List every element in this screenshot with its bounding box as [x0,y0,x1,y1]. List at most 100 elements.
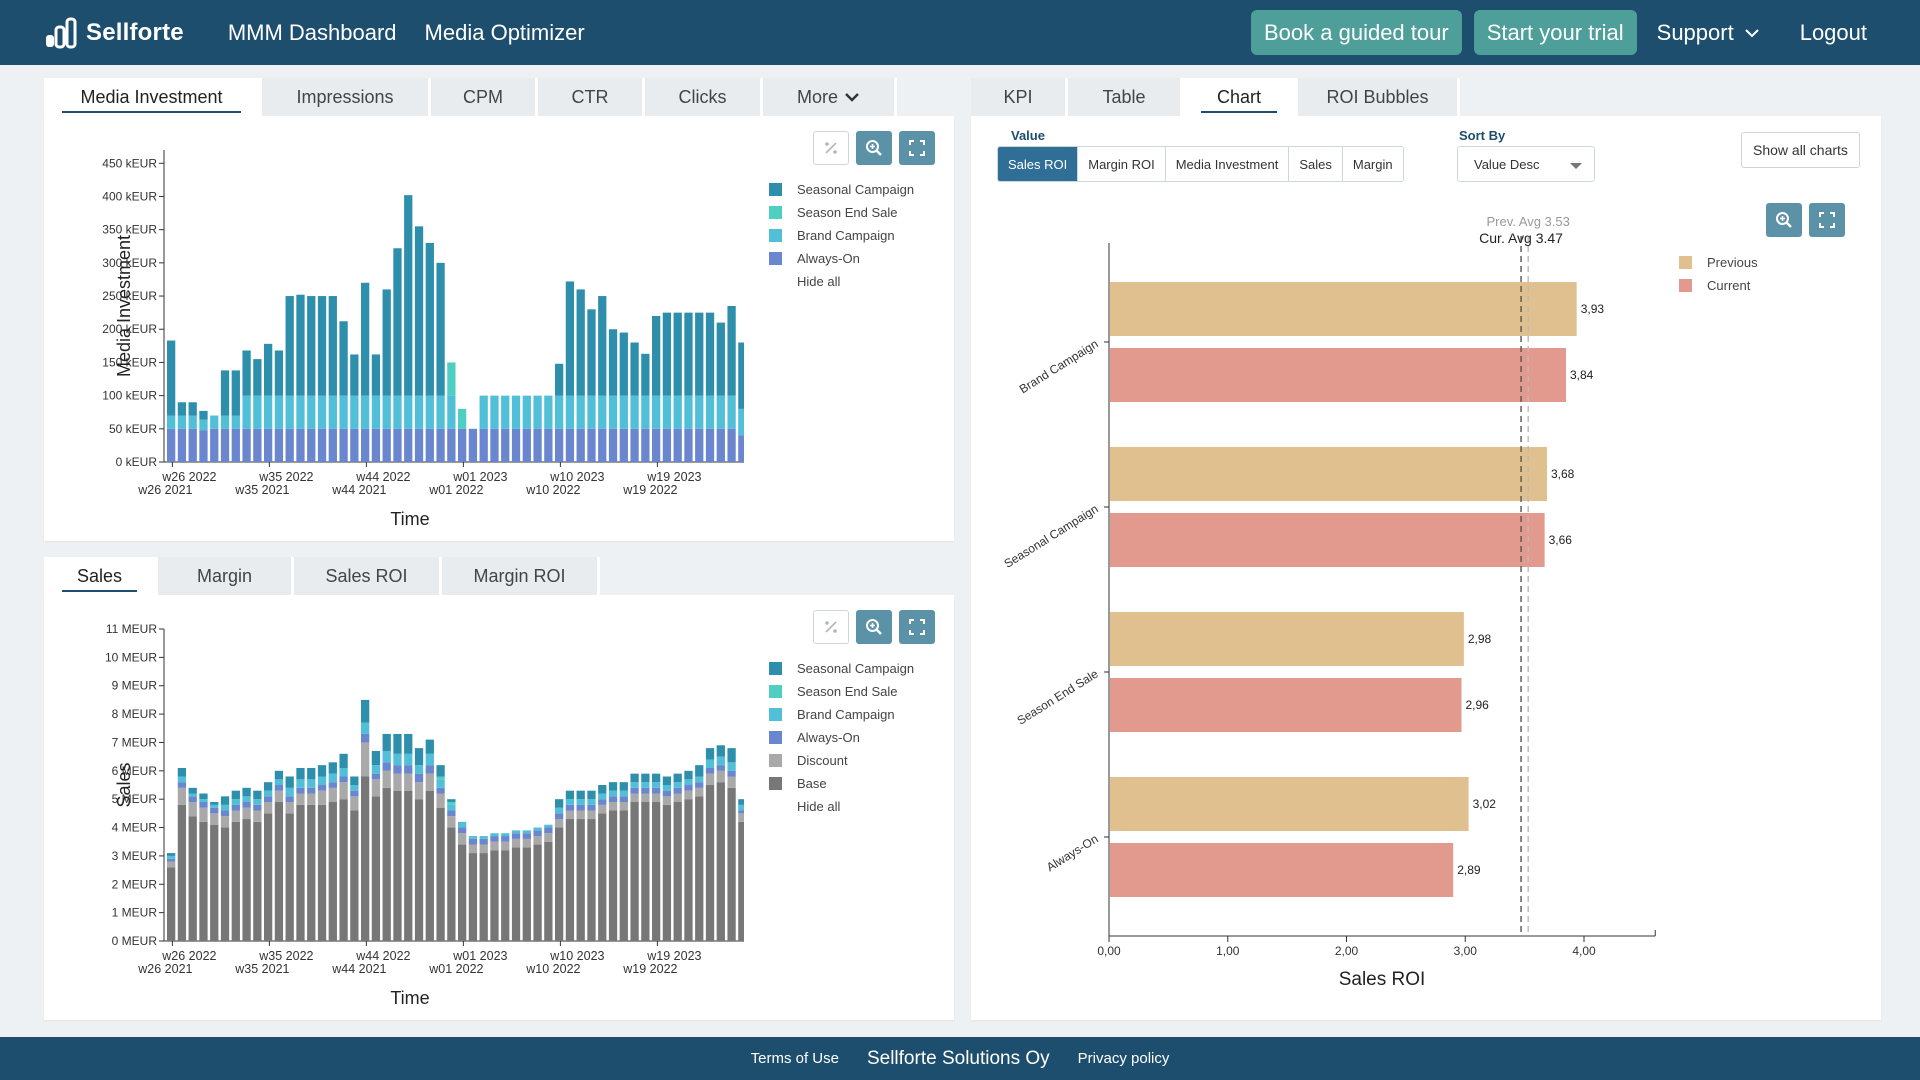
bar-segment[interactable] [371,773,381,780]
bar-segment[interactable] [317,428,327,462]
sellforte-logo[interactable]: Sellforte [44,17,184,49]
bar-segment[interactable] [317,804,327,941]
bar-segment[interactable] [619,802,628,811]
bar-segment[interactable] [673,802,682,941]
bar-segment[interactable] [490,428,499,462]
bar-segment[interactable] [522,428,531,462]
bar-segment[interactable] [436,807,445,941]
bar-segment[interactable] [695,765,704,777]
bar-segment[interactable] [199,419,208,431]
bar-segment[interactable] [425,242,434,396]
bar-segment[interactable] [468,853,478,941]
bar-segment[interactable] [177,767,187,777]
bar-segment[interactable] [274,428,284,462]
bar-segment[interactable] [253,804,262,811]
bar-segment[interactable] [544,428,553,462]
bar-segment[interactable] [317,776,327,785]
bar-segment[interactable] [479,836,488,839]
bar-segment[interactable] [361,733,370,743]
bar-segment[interactable] [738,813,744,822]
bar-segment[interactable] [576,819,585,941]
bar-segment[interactable] [619,332,628,396]
bar-segment[interactable] [210,807,219,814]
bar-segment[interactable] [738,435,744,462]
bar-segment[interactable] [210,813,219,825]
bar-segment[interactable] [684,312,693,396]
bar-segment[interactable] [695,312,704,396]
zoom-button[interactable] [856,131,892,165]
bar-segment[interactable] [328,428,337,462]
bar-segment[interactable] [565,810,575,820]
bar-segment[interactable] [264,802,273,814]
bar-segment[interactable] [242,802,251,808]
bar-segment[interactable] [220,827,230,941]
bar-segment[interactable] [555,827,564,941]
bar-segment[interactable] [371,428,381,462]
bar-segment[interactable] [307,779,316,788]
bar-segment[interactable] [576,799,585,805]
bar-segment[interactable] [662,796,672,805]
bar-segment[interactable] [253,799,262,805]
bar-segment[interactable] [285,395,294,429]
bar-segment[interactable] [565,281,575,396]
bar-segment[interactable] [716,782,725,941]
terms-of-use-link[interactable]: Terms of Use [750,1050,839,1067]
bar-segment[interactable] [188,793,197,797]
bar-segment[interactable] [242,395,251,429]
bar-segment[interactable] [490,833,499,837]
bar-segment[interactable] [544,824,553,828]
bar-segment[interactable] [414,428,424,462]
bar-segment[interactable] [565,395,575,429]
bar-segment[interactable] [436,395,445,429]
bar-segment[interactable] [511,847,521,941]
bar-segment[interactable] [382,395,391,429]
value-margin[interactable]: Margin [1342,147,1403,181]
bar-segment[interactable] [220,428,230,462]
tab-clicks[interactable]: Clicks [645,78,763,116]
bar-segment[interactable] [565,790,575,800]
bar-segment[interactable] [328,762,337,774]
bar-segment[interactable] [425,739,434,754]
bar-segment[interactable] [641,395,650,429]
bar-segment[interactable] [167,340,176,416]
bar-segment[interactable] [695,787,704,797]
bar-segment[interactable] [598,428,607,462]
bar-segment[interactable] [447,827,456,941]
bar-segment[interactable] [393,753,402,766]
bar-segment[interactable] [619,790,628,797]
bar-segment[interactable] [662,395,672,429]
bar-segment[interactable] [167,415,176,429]
bar-segment[interactable] [199,430,208,462]
bar-segment[interactable] [458,827,467,834]
bar-segment[interactable] [479,838,488,845]
bar-segment[interactable] [501,850,510,941]
bar-segment[interactable] [328,802,337,941]
bar-segment[interactable] [220,810,230,817]
bar-segment[interactable] [188,816,197,941]
bar-segment[interactable] [727,428,736,462]
bar-segment[interactable] [231,415,240,429]
bar-segment[interactable] [371,395,381,429]
bar-segment[interactable] [317,296,327,396]
bar-segment[interactable] [264,395,273,429]
bar-segment[interactable] [458,428,467,462]
legend-seasonal-campaign[interactable]: Seasonal Campaign [769,178,914,201]
bar-segment[interactable] [555,363,564,396]
bar-segment[interactable] [436,776,445,780]
bar-segment[interactable] [555,813,564,820]
bar-segment[interactable] [705,785,715,941]
bar-segment[interactable] [210,428,219,462]
bar-segment[interactable] [673,428,682,462]
bar-segment[interactable] [285,428,294,462]
bar-segment[interactable] [641,353,650,396]
roi-bar[interactable] [1110,348,1566,402]
bar-segment[interactable] [716,395,725,429]
bar-segment[interactable] [242,819,251,941]
roi-bar[interactable] [1110,612,1464,666]
zoom-button[interactable] [856,610,892,644]
bar-segment[interactable] [350,790,359,797]
bar-segment[interactable] [641,793,650,803]
bar-segment[interactable] [630,395,639,429]
bar-segment[interactable] [296,428,305,462]
bar-segment[interactable] [328,782,337,788]
